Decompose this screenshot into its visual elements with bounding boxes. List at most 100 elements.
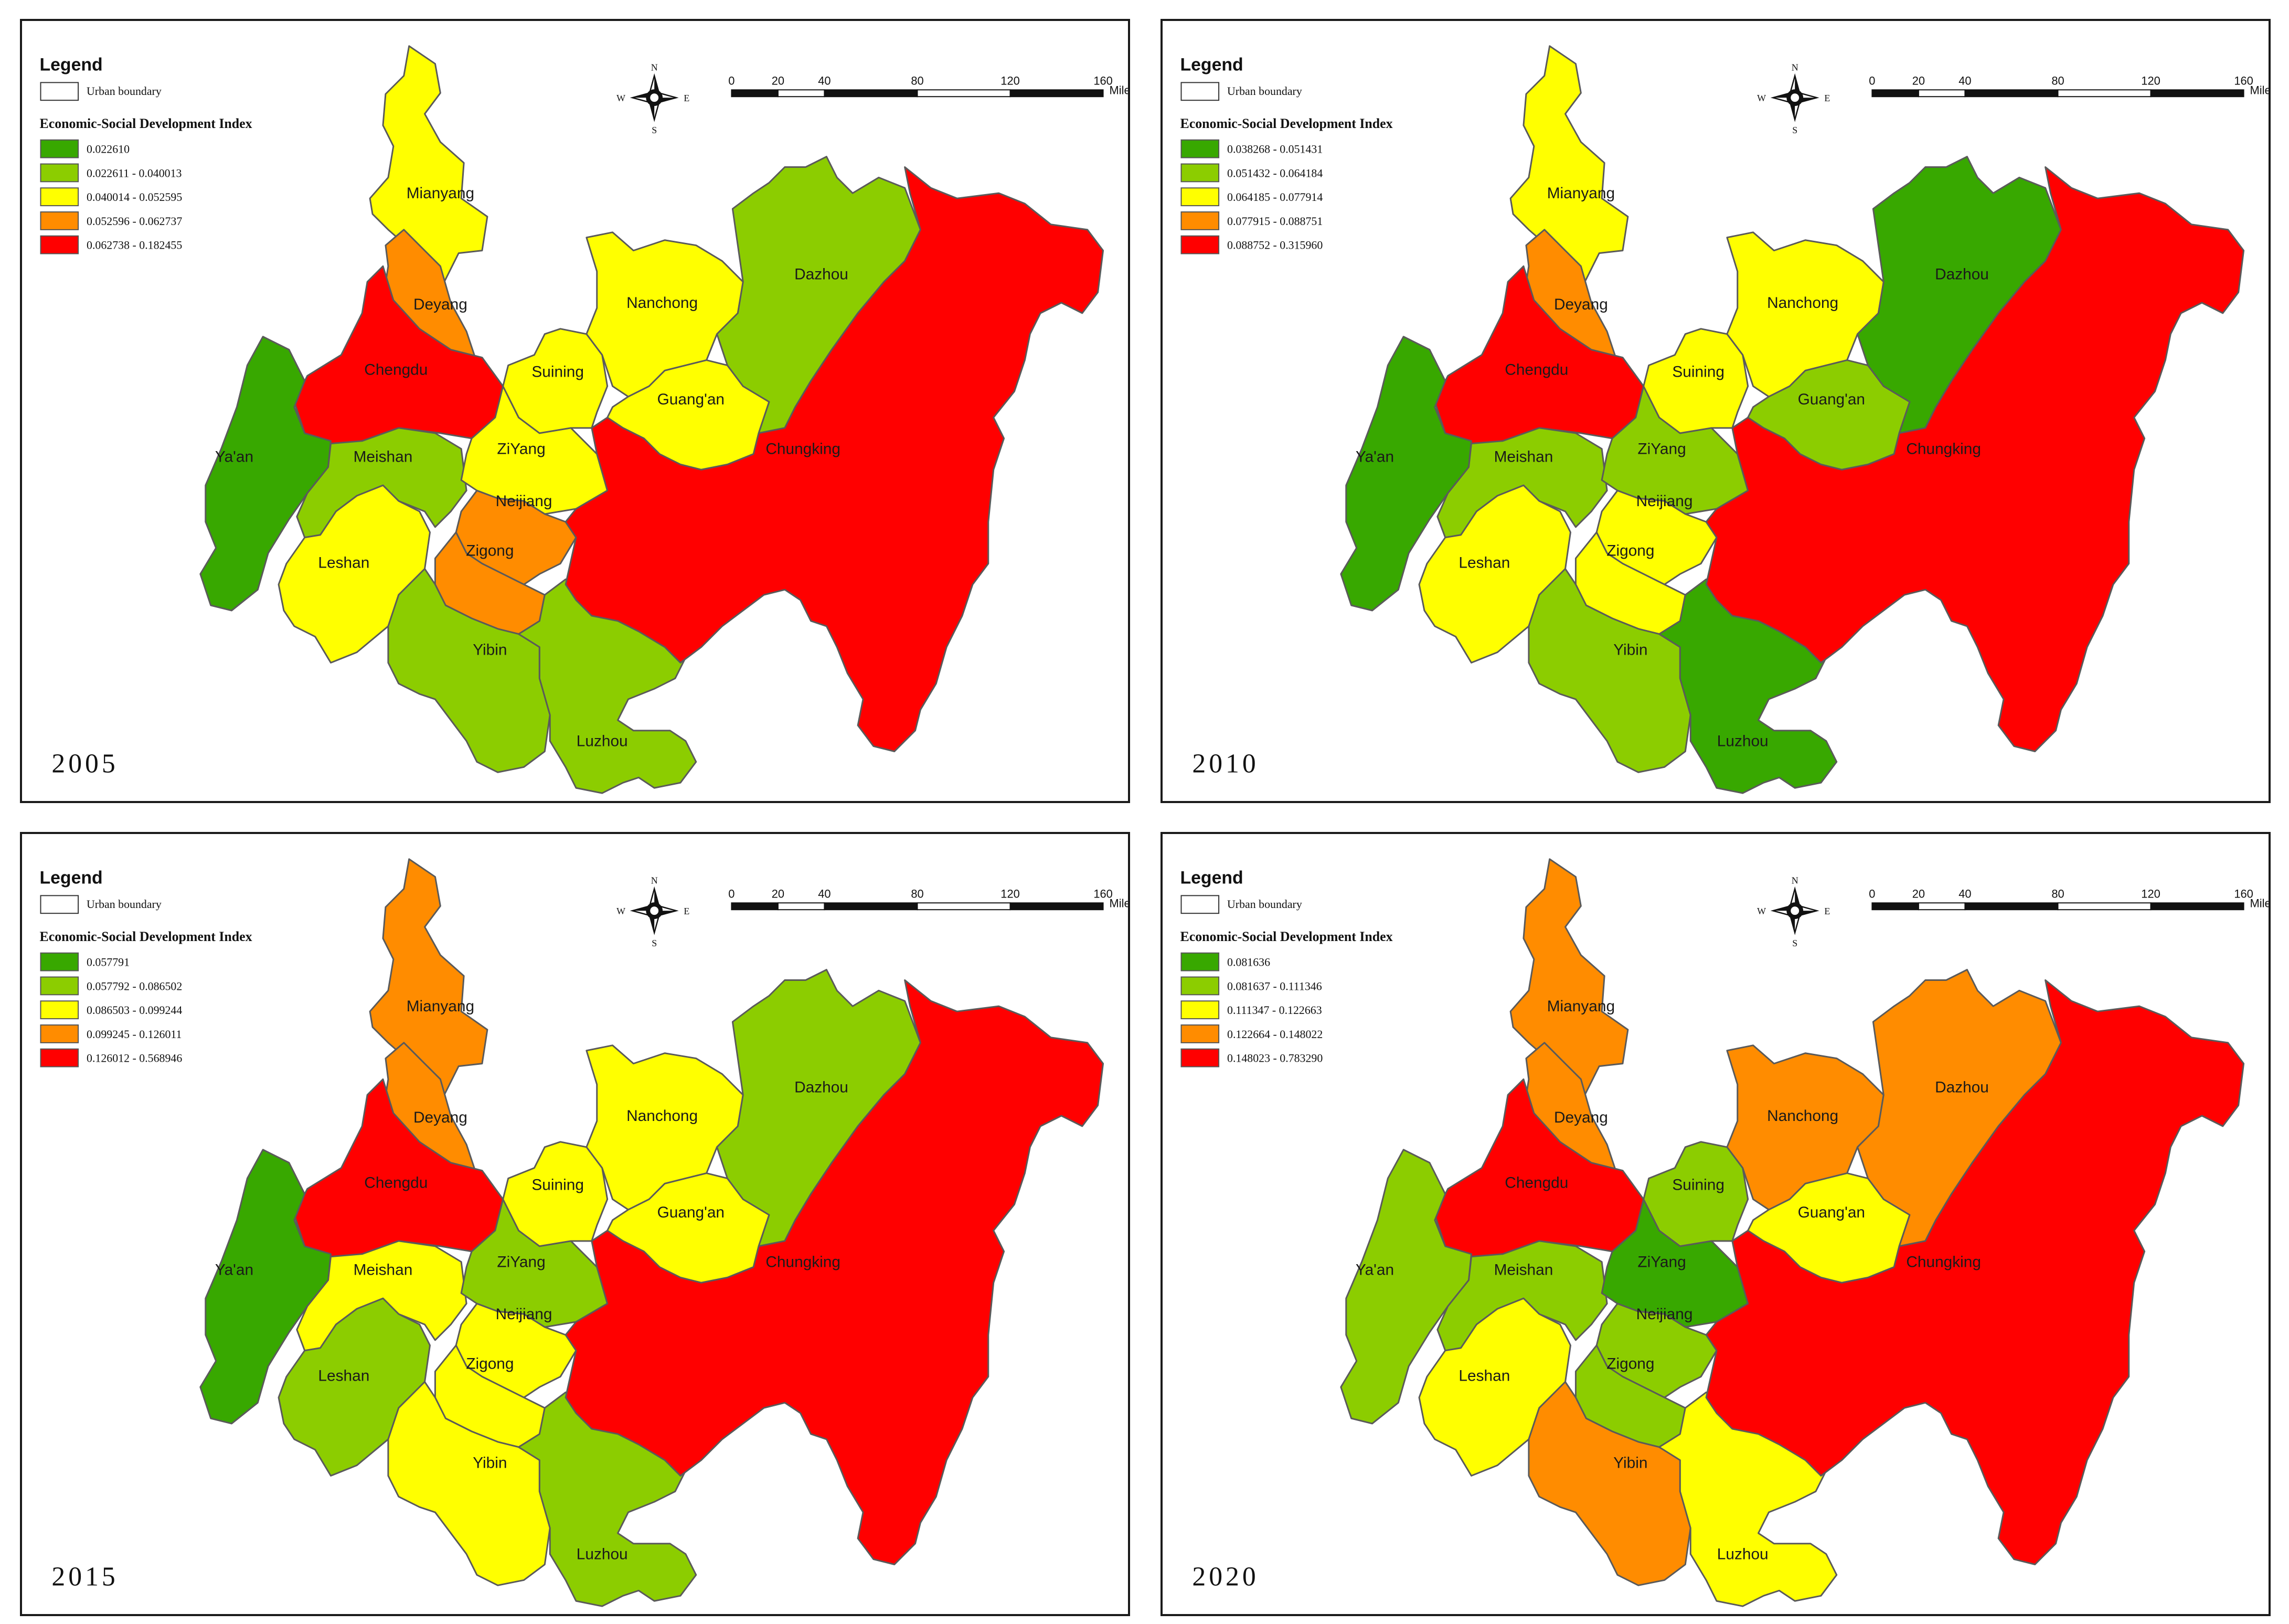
legend-class-label-3: 0.077915 - 0.088751 xyxy=(1227,215,1323,228)
legend-class-label-3: 0.099245 - 0.126011 xyxy=(87,1028,182,1041)
city-label-nanchong: Nanchong xyxy=(1767,294,1838,312)
legend-class-label-2: 0.064185 - 0.077914 xyxy=(1227,191,1323,204)
year-label: 2020 xyxy=(1192,1562,1259,1591)
legend-class-label-1: 0.057792 - 0.086502 xyxy=(87,980,182,992)
compass-icon: N S E W xyxy=(616,62,689,135)
city-label-chungking: Chungking xyxy=(1906,1254,1981,1271)
legend-title: Legend xyxy=(1180,868,1243,888)
region-yibin[interactable] xyxy=(1528,1381,1691,1586)
city-label-leshan: Leshan xyxy=(318,1367,369,1384)
compass-s-label: S xyxy=(652,125,657,135)
region-suining[interactable] xyxy=(502,328,609,434)
scale-tick-label: 20 xyxy=(1912,887,1925,900)
legend-swatch-3 xyxy=(40,211,79,230)
legend-swatch-0 xyxy=(40,952,79,971)
compass-icon: N S E W xyxy=(1757,62,1830,135)
compass-w-label: W xyxy=(1757,93,1766,103)
scale-unit-label: Miles xyxy=(1110,896,1128,910)
scale-tick-label: 120 xyxy=(1000,74,1020,87)
region-suining[interactable] xyxy=(502,1141,609,1247)
compass-n-label: N xyxy=(1792,62,1798,72)
city-label-luzhou: Luzhou xyxy=(1717,733,1769,750)
legend-swatch-3 xyxy=(1180,1024,1220,1043)
region-layer xyxy=(1340,45,2245,794)
legend-class-label-2: 0.086503 - 0.099244 xyxy=(87,1004,182,1017)
compass-s-label: S xyxy=(652,938,657,948)
year-label: 2010 xyxy=(1192,749,1259,778)
scale-tick-label: 20 xyxy=(772,887,784,900)
region-layer xyxy=(199,45,1104,794)
scale-tick-label: 160 xyxy=(1093,74,1112,87)
region-yaan[interactable] xyxy=(1340,1149,1472,1425)
city-label-guangan: Guang'an xyxy=(1798,1204,1865,1221)
region-suining[interactable] xyxy=(1643,328,1749,434)
legend-swatch-0 xyxy=(1180,952,1220,971)
region-yaan[interactable] xyxy=(1340,336,1472,612)
city-label-guangan: Guang'an xyxy=(1798,391,1865,408)
legend-class-label-4: 0.062738 - 0.182455 xyxy=(87,239,182,252)
region-layer xyxy=(199,858,1104,1607)
region-chungking[interactable] xyxy=(1705,166,2245,753)
legend-title: Legend xyxy=(39,55,102,74)
legend-class-label-1: 0.081637 - 0.111346 xyxy=(1227,980,1322,992)
label-layer: Mianyang Deyang Chengdu Ya'an Meishan Leshan Z… xyxy=(1356,998,1989,1563)
compass-e-label: E xyxy=(684,93,689,103)
legend-swatch-4 xyxy=(40,235,79,254)
city-label-dazhou: Dazhou xyxy=(1935,265,1989,283)
city-label-mianyang: Mianyang xyxy=(407,998,474,1015)
compass-e-label: E xyxy=(1824,93,1830,103)
legend-class-label-1: 0.051432 - 0.064184 xyxy=(1227,167,1323,179)
scale-tick-label: 20 xyxy=(1912,74,1925,87)
legend-swatch-0 xyxy=(1180,139,1220,158)
scale-tick-label: 120 xyxy=(2141,74,2160,87)
city-label-meishan: Meishan xyxy=(354,448,413,465)
scale-unit-label: Miles xyxy=(2250,896,2269,910)
city-label-deyang: Deyang xyxy=(1554,1109,1608,1126)
city-label-luzhou: Luzhou xyxy=(577,1546,628,1563)
scale-tick-label: 40 xyxy=(1958,887,1971,900)
city-label-dazhou: Dazhou xyxy=(794,265,848,283)
city-label-yaan: Ya'an xyxy=(215,1261,253,1278)
compass-e-label: E xyxy=(1824,906,1830,916)
legend-index-title: Economic-Social Development Index xyxy=(1180,929,1392,944)
legend-boundary-label: Urban boundary xyxy=(1227,898,1302,911)
region-suining[interactable] xyxy=(1643,1141,1749,1247)
legend-swatch-1 xyxy=(40,163,79,183)
scale-tick-label: 40 xyxy=(818,887,831,900)
region-yibin[interactable] xyxy=(1528,568,1691,773)
legend-boundary-swatch xyxy=(40,82,79,101)
legend-class-label-3: 0.122664 - 0.148022 xyxy=(1227,1028,1323,1041)
compass-w-label: W xyxy=(616,906,625,916)
city-label-yibin: Yibin xyxy=(1613,641,1647,658)
scale-tick-label: 120 xyxy=(2141,887,2160,900)
scale-tick-label: 160 xyxy=(2234,74,2253,87)
legend-swatch-1 xyxy=(1180,163,1220,183)
region-chungking[interactable] xyxy=(565,166,1104,753)
city-label-nanchong: Nanchong xyxy=(626,1107,698,1125)
legend-swatch-4 xyxy=(40,1048,79,1067)
city-label-guangan: Guang'an xyxy=(657,1204,725,1221)
city-label-chungking: Chungking xyxy=(765,1254,840,1271)
label-layer: Mianyang Deyang Chengdu Ya'an Meishan Leshan Z… xyxy=(215,185,848,750)
region-yaan[interactable] xyxy=(199,1149,332,1425)
region-yibin[interactable] xyxy=(387,568,551,773)
compass-n-label: N xyxy=(1792,875,1798,885)
map-canvas: Mianyang Deyang Chengdu Ya'an Meishan Leshan Z… xyxy=(1180,45,2269,794)
city-label-mianyang: Mianyang xyxy=(1547,185,1615,202)
legend-index-title: Economic-Social Development Index xyxy=(39,929,252,944)
compass-w-label: W xyxy=(616,93,625,103)
legend-class-label-4: 0.088752 - 0.315960 xyxy=(1227,239,1323,252)
city-label-yaan: Ya'an xyxy=(215,448,253,465)
city-label-meishan: Meishan xyxy=(1494,1261,1553,1278)
region-chungking[interactable] xyxy=(565,979,1104,1566)
region-yibin[interactable] xyxy=(387,1381,551,1586)
year-label: 2015 xyxy=(51,1562,118,1591)
city-label-ziyang: ZiYang xyxy=(497,1254,545,1271)
scale-tick-label: 80 xyxy=(2051,74,2064,87)
scale-tick-label: 0 xyxy=(1869,887,1875,900)
city-label-meishan: Meishan xyxy=(1494,448,1553,465)
region-yaan[interactable] xyxy=(199,336,332,612)
legend-class-label-0: 0.022610 xyxy=(87,143,130,156)
city-label-chengdu: Chengdu xyxy=(364,1174,428,1191)
region-chungking[interactable] xyxy=(1705,979,2245,1566)
